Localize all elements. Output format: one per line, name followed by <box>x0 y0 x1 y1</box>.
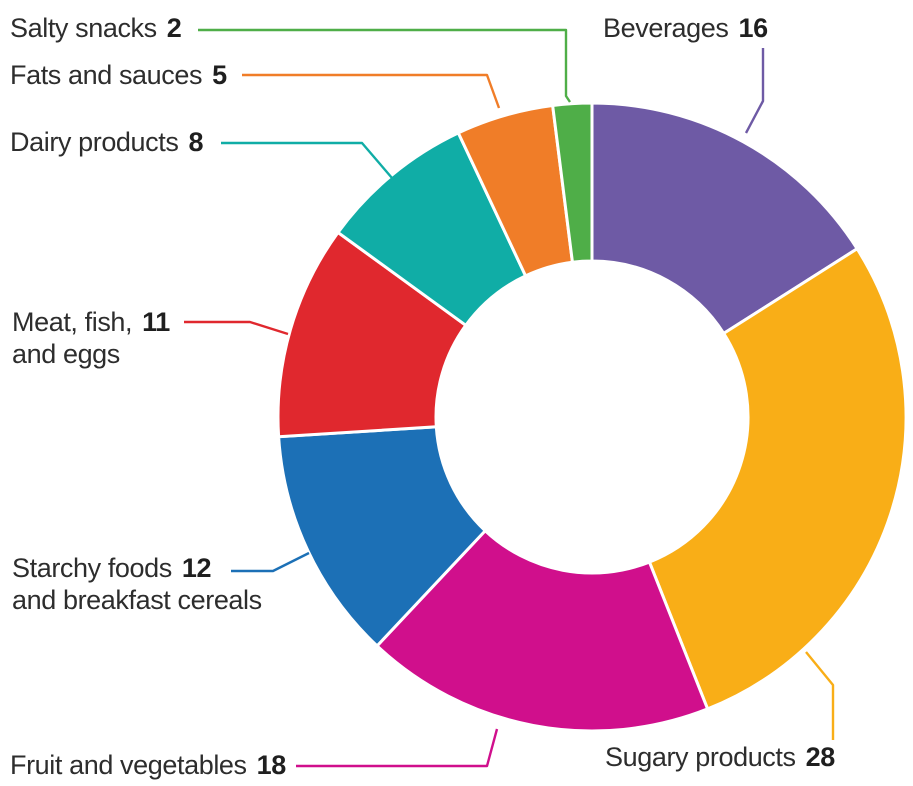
label-dairy-products: Dairy products 8 <box>10 126 203 158</box>
label-meat-fish-eggs-line2: and eggs <box>12 339 120 369</box>
label-fats-and-sauces-value: 5 <box>212 60 227 90</box>
label-beverages-value: 16 <box>738 13 768 43</box>
label-salty-snacks-value: 2 <box>166 13 182 43</box>
slice-sugary-products[interactable] <box>647 246 908 711</box>
connector-starchy-foods <box>231 551 310 573</box>
label-sugary-products-line1: Sugary products 28 <box>605 741 835 773</box>
label-fruit-and-vegetables-line1: Fruit and vegetables 18 <box>10 749 286 781</box>
label-fruit-and-vegetables: Fruit and vegetables 18 <box>10 749 286 781</box>
connector-meat-fish-eggs <box>184 320 289 336</box>
label-dairy-products-value: 8 <box>188 127 204 157</box>
label-starchy-foods-line2: and breakfast cereals <box>12 585 262 615</box>
label-starchy-foods-line1: Starchy foods 12 <box>12 552 262 584</box>
label-beverages-line1: Beverages 16 <box>603 12 768 44</box>
label-fats-and-sauces: Fats and sauces 5 <box>10 59 227 91</box>
label-fruit-and-vegetables-text: Fruit and vegetables <box>10 750 247 780</box>
label-meat-fish-eggs-text: Meat, fish, <box>12 307 133 337</box>
label-dairy-products-text: Dairy products <box>10 127 179 157</box>
label-dairy-products-line1: Dairy products 8 <box>10 126 203 158</box>
label-beverages: Beverages 16 <box>603 12 768 44</box>
label-sugary-products: Sugary products 28 <box>605 741 835 773</box>
label-starchy-foods-value: 12 <box>181 553 212 583</box>
label-sugary-products-text: Sugary products <box>605 742 796 772</box>
connector-salty-snacks <box>198 28 571 103</box>
label-salty-snacks-line1: Salty snacks 2 <box>10 12 182 44</box>
connector-fats-and-sauces <box>242 73 501 109</box>
label-sugary-products-value: 28 <box>805 742 836 772</box>
label-fruit-and-vegetables-value: 18 <box>256 750 287 780</box>
label-salty-snacks-text: Salty snacks <box>10 13 157 43</box>
label-fats-and-sauces-line1: Fats and sauces 5 <box>10 59 227 91</box>
connector-dairy-products <box>221 141 393 179</box>
label-meat-fish-eggs-value: 11 <box>142 307 170 337</box>
label-salty-snacks: Salty snacks 2 <box>10 12 182 44</box>
label-meat-fish-eggs-line1: Meat, fish, 11 <box>12 306 170 338</box>
slice-beverages[interactable] <box>590 101 860 336</box>
connector-fruit-and-vegetables <box>296 728 499 768</box>
label-starchy-foods: Starchy foods 12 and breakfast cereals <box>12 552 262 616</box>
connector-beverages <box>744 48 765 134</box>
slice-salty-snacks[interactable] <box>550 101 594 264</box>
label-starchy-foods-text: Starchy foods <box>12 553 172 583</box>
label-beverages-text: Beverages <box>603 13 729 43</box>
slice-fruit-and-vegetables[interactable] <box>374 528 710 733</box>
label-fats-and-sauces-text: Fats and sauces <box>10 60 203 90</box>
slice-starchy-foods[interactable] <box>277 425 488 649</box>
connector-sugary-products <box>805 651 835 740</box>
label-meat-fish-eggs: Meat, fish, 11 and eggs <box>12 306 170 370</box>
